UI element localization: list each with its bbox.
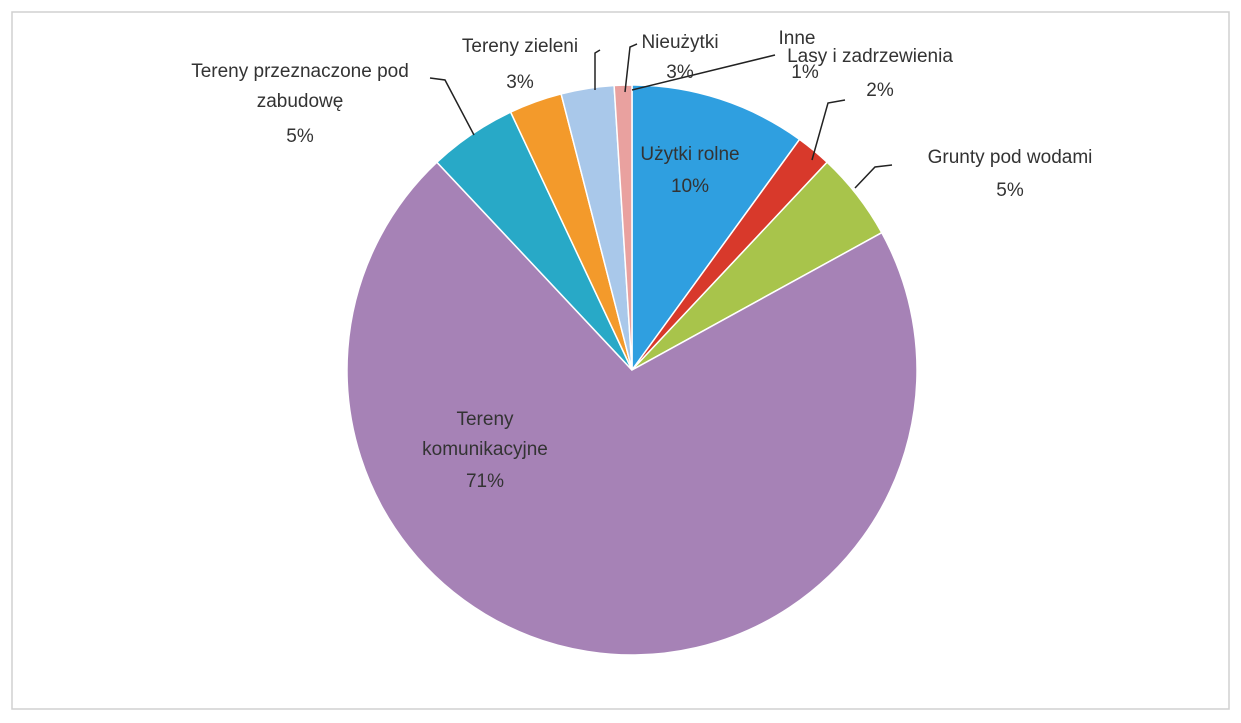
slice-label: Inne [778,28,816,49]
slice-value-label: 71% [465,471,505,492]
slice-label: Lasy i zadrzewienia [787,46,953,67]
leader-line [854,164,893,189]
slice-label: Grunty pod wodami [927,147,1093,168]
leader-line [811,99,846,161]
slice-value-label: 10% [670,176,710,197]
slice-label: Nieużytki [641,32,719,53]
slice-label: Użytki rolne [640,144,740,165]
pie-slice [346,161,918,656]
leader-line [624,43,638,93]
slice-value-label: 5% [996,180,1024,201]
leader-line [429,77,475,136]
slice-value-label: 2% [866,80,894,101]
slice-value-label: 3% [506,72,534,93]
slice-label: Tereny komunikacyjne [422,409,548,460]
leader-line [631,54,776,91]
slice-value-label: 1% [791,62,819,83]
pie-slice [613,84,633,371]
leader-line [594,49,601,90]
slice-value-label: 5% [286,126,314,147]
slice-label: Tereny przeznaczone pod zabudowę [191,61,409,112]
slice-label: Tereny zieleni [461,36,579,57]
slice-value-label: 3% [666,62,694,83]
pie-slice [631,84,801,373]
